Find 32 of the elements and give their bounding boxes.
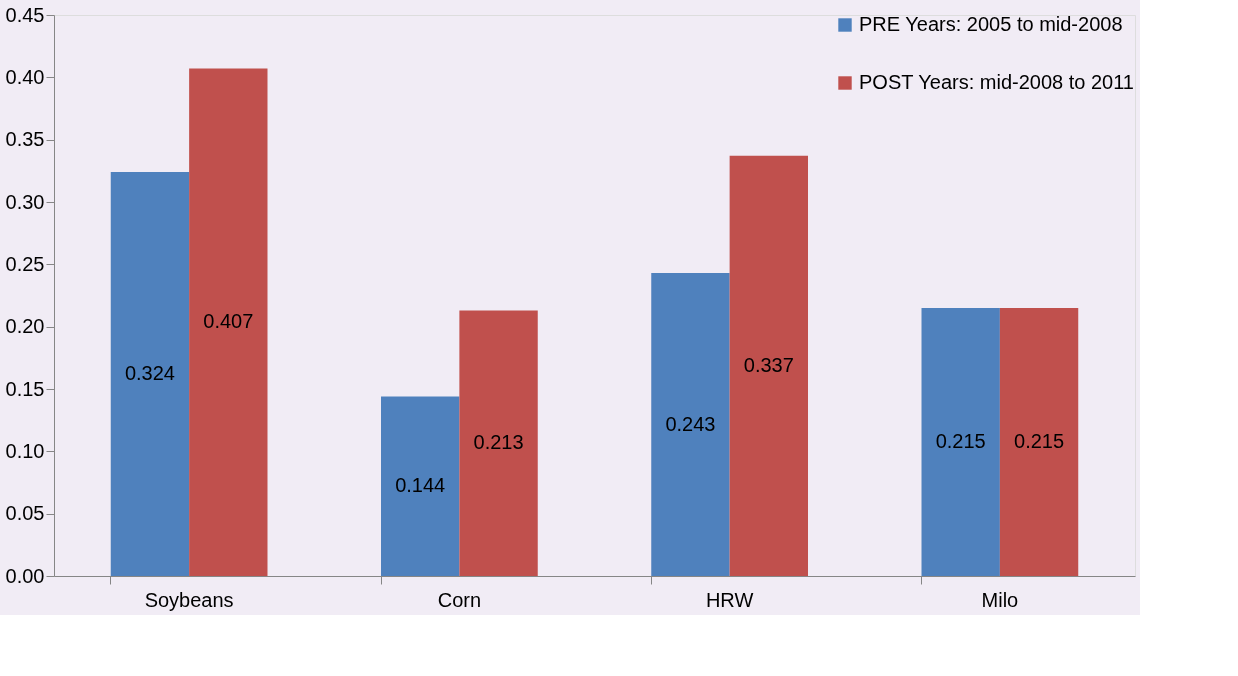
- bar: [729, 155, 808, 576]
- y-tick-label: 0.15: [5, 377, 45, 400]
- data-label: 0.324: [124, 362, 175, 385]
- y-tick-label: 0.35: [5, 128, 45, 151]
- x-tick-label: Soybeans: [144, 588, 234, 611]
- data-label: 0.215: [935, 429, 986, 452]
- y-tick-label: 0.10: [5, 439, 45, 462]
- y-tick-label: 0.40: [5, 65, 45, 88]
- y-tick-label: 0.25: [5, 252, 45, 275]
- data-label: 0.215: [1014, 429, 1065, 452]
- bar: [651, 273, 730, 576]
- legend-label: PRE Years: 2005 to mid-2008: [859, 13, 1123, 35]
- y-tick-label: 0.45: [5, 3, 45, 26]
- y-tick-label: 0.00: [5, 564, 45, 587]
- x-tick-label: HRW: [705, 588, 754, 611]
- bar: [459, 310, 538, 576]
- data-label: 0.144: [395, 474, 446, 497]
- data-label: 0.337: [743, 353, 794, 376]
- y-tick-label: 0.20: [5, 315, 45, 338]
- data-label: 0.243: [665, 412, 716, 435]
- data-label: 0.407: [203, 310, 254, 333]
- x-tick-label: Milo: [981, 588, 1019, 611]
- y-tick-label: 0.30: [5, 190, 45, 213]
- y-tick-label: 0.05: [5, 502, 45, 525]
- bar: [110, 172, 190, 576]
- data-label: 0.213: [473, 431, 524, 454]
- bar: [999, 307, 1079, 576]
- bar: [921, 307, 1000, 576]
- legend-label: POST Years: mid-2008 to 2011: [859, 71, 1134, 93]
- bar: [189, 68, 268, 576]
- x-tick-label: Corn: [437, 588, 482, 611]
- bar: [381, 396, 460, 576]
